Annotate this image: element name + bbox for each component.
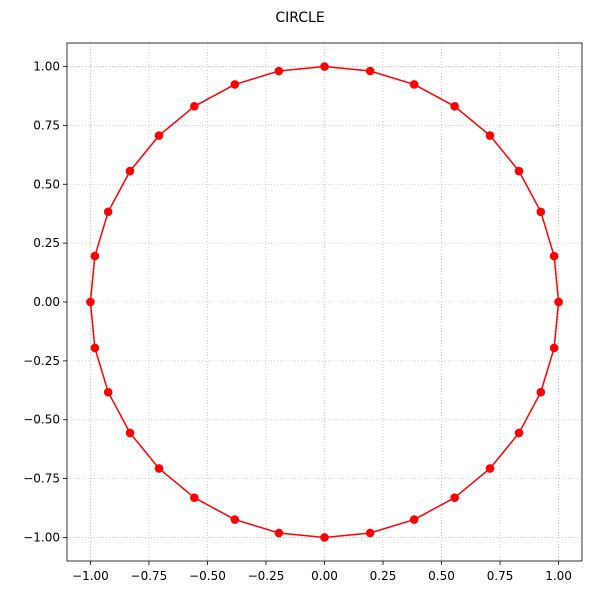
y-tick-label: −1.00	[23, 530, 60, 544]
data-point	[103, 387, 113, 397]
x-tick-label: −1.00	[72, 569, 109, 583]
x-tick-label: −0.25	[248, 569, 285, 583]
data-point	[536, 387, 546, 397]
x-tick-label: 0.50	[428, 569, 455, 583]
x-tick-label: 0.25	[370, 569, 397, 583]
data-point	[554, 297, 563, 307]
data-point	[450, 102, 459, 111]
data-point	[230, 515, 240, 524]
y-tick-label: 0.50	[33, 177, 60, 191]
data-point	[514, 166, 524, 176]
x-tick-label: −0.75	[131, 569, 168, 583]
data-point	[90, 251, 100, 261]
x-tick-label: −0.50	[189, 569, 226, 583]
data-point	[90, 343, 100, 353]
y-tick-label: −0.75	[23, 472, 60, 486]
x-tick-label: 1.00	[545, 569, 572, 583]
y-tick-label: 1.00	[33, 60, 60, 74]
y-tick-label: −0.50	[23, 413, 60, 427]
data-point	[190, 102, 199, 111]
data-point	[409, 515, 419, 524]
data-point	[485, 131, 495, 140]
data-point	[320, 533, 329, 542]
data-point	[320, 62, 329, 71]
data-point	[154, 131, 164, 140]
y-tick-label: 0.00	[33, 295, 60, 309]
x-tick-label: 0.75	[487, 569, 514, 583]
data-point	[103, 207, 113, 217]
data-point	[365, 528, 375, 538]
data-point	[549, 343, 559, 353]
x-tick-label: 0.00	[311, 569, 338, 583]
data-point	[450, 493, 459, 502]
data-point	[190, 493, 199, 502]
data-point	[274, 528, 284, 538]
y-tick-label: 0.25	[33, 236, 60, 250]
y-tick-label: 0.75	[33, 118, 60, 132]
data-point	[230, 80, 240, 89]
data-point	[86, 297, 95, 307]
y-tick-label: −0.25	[23, 354, 60, 368]
data-point	[409, 80, 419, 89]
data-point	[536, 207, 546, 217]
data-point	[125, 166, 135, 176]
data-point	[125, 428, 135, 438]
data-point	[274, 66, 284, 76]
data-point	[485, 464, 495, 473]
data-point	[514, 428, 524, 438]
chart-title: CIRCLE	[275, 10, 325, 26]
data-point	[365, 66, 375, 76]
data-point	[549, 251, 559, 261]
data-point	[154, 464, 164, 473]
